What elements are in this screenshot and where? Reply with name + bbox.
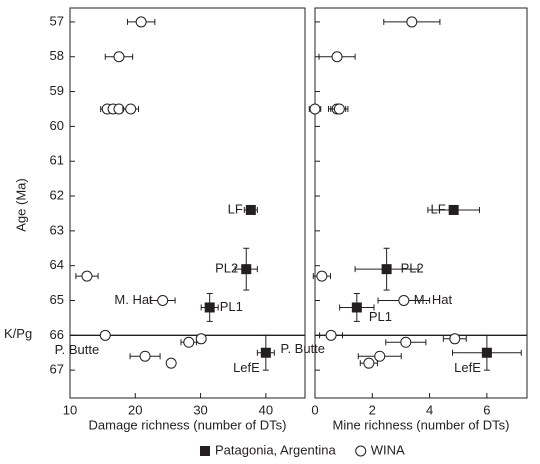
- point: [449, 333, 461, 345]
- legend-label: WINA: [371, 442, 405, 457]
- point-label: P. Butte: [280, 341, 325, 356]
- plot-frame: [314, 7, 528, 399]
- point: [333, 103, 345, 115]
- x-axis-label: Mine richness (number of DTs): [333, 417, 510, 432]
- y-tick-label: 61: [50, 153, 64, 168]
- plot-frame: [69, 7, 306, 399]
- point: [195, 333, 207, 345]
- point-label: P. Butte: [55, 342, 100, 357]
- y-tick-label: 67: [50, 362, 64, 377]
- point: [139, 350, 151, 362]
- point: [374, 350, 386, 362]
- x-tick-label: 20: [128, 402, 142, 417]
- point: [99, 329, 111, 341]
- point: [260, 347, 271, 358]
- point: [157, 295, 169, 306]
- point-label: PL2: [401, 261, 424, 276]
- point-label: LF: [430, 201, 445, 216]
- x-tick-label: 10: [63, 402, 77, 417]
- y-tick-label: 66: [50, 327, 64, 342]
- point-label: LF: [228, 201, 243, 216]
- boundary-label: K/Pg: [4, 326, 32, 341]
- point: [241, 264, 252, 275]
- x-tick-label: 4: [426, 402, 433, 417]
- point: [183, 336, 195, 348]
- point: [351, 302, 362, 313]
- legend-marker: [200, 446, 210, 456]
- x-tick-label: 6: [483, 402, 490, 417]
- point: [204, 302, 215, 313]
- point-label: M. Hat: [114, 292, 153, 307]
- y-tick-label: 65: [50, 292, 64, 307]
- point: [245, 204, 256, 215]
- point: [381, 264, 392, 275]
- point: [481, 347, 492, 358]
- y-tick-label: 63: [50, 222, 64, 237]
- y-tick-label: 58: [50, 48, 64, 63]
- x-tick-label: 2: [369, 402, 376, 417]
- point: [309, 103, 321, 115]
- y-tick-label: 64: [50, 257, 64, 272]
- point: [398, 295, 410, 306]
- y-tick-label: 62: [50, 187, 64, 202]
- point: [135, 16, 147, 28]
- point: [113, 51, 125, 63]
- x-tick-label: 30: [193, 402, 207, 417]
- point-label: M. Hat: [414, 292, 453, 307]
- point: [125, 103, 137, 115]
- y-tick-label: 59: [50, 83, 64, 98]
- point: [316, 270, 328, 282]
- point-label: LefE: [454, 360, 481, 375]
- point: [81, 270, 93, 282]
- point: [325, 329, 337, 341]
- point: [448, 204, 459, 215]
- point: [406, 16, 418, 28]
- y-axis-label: Age (Ma): [13, 178, 28, 231]
- point-label: PL2: [215, 261, 238, 276]
- legend-label: Patagonia, Argentina: [215, 442, 336, 457]
- x-axis-label: Damage richness (number of DTs): [89, 417, 287, 432]
- y-tick-label: 57: [50, 13, 64, 28]
- point: [165, 357, 177, 369]
- legend-marker: [355, 445, 367, 457]
- point: [363, 357, 375, 369]
- point: [400, 336, 412, 348]
- y-tick-label: 60: [50, 118, 64, 133]
- point-label: PL1: [220, 299, 243, 314]
- point-label: PL1: [369, 309, 392, 324]
- x-tick-label: 0: [311, 402, 318, 417]
- point: [331, 51, 343, 63]
- x-tick-label: 40: [259, 402, 273, 417]
- point-label: LefE: [233, 360, 260, 375]
